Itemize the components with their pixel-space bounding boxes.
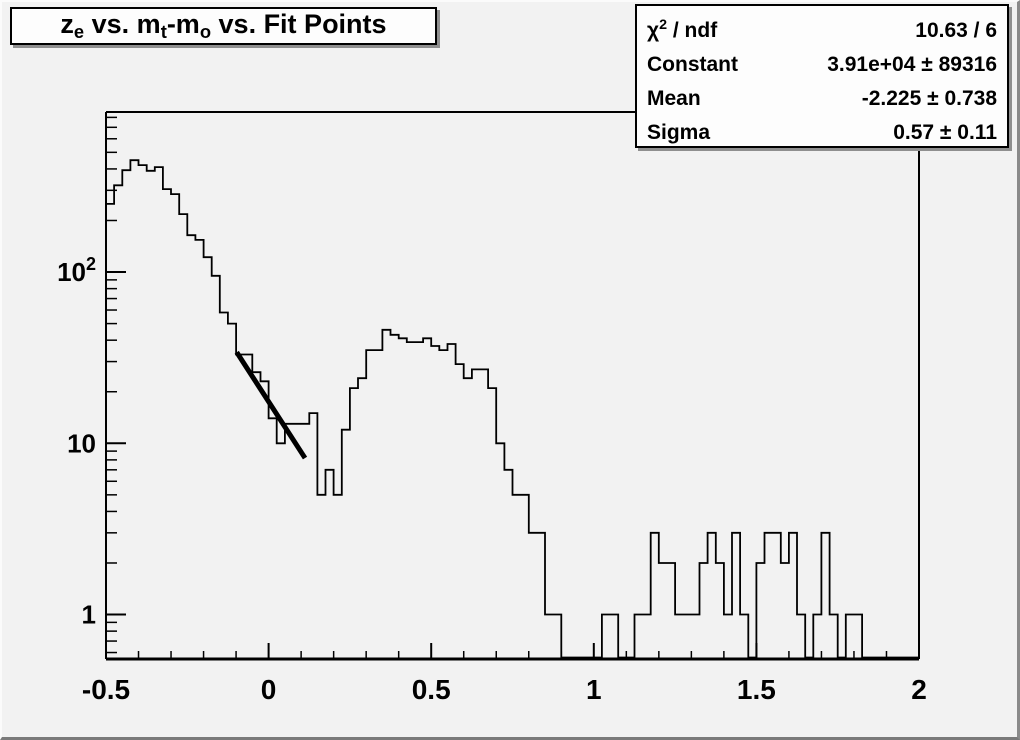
stats-row-label: Constant (647, 48, 738, 82)
stats-row: χ2 / ndf 10.63 / 6 (647, 8, 997, 48)
stats-label-text: Sigma (647, 121, 711, 144)
stats-box: χ2 / ndf 10.63 / 6 Constant 3.91e+04 ± 8931… (635, 4, 1009, 148)
x-tick-label: 2 (911, 674, 927, 705)
fit-line (234, 350, 308, 460)
x-tick-label: 0 (261, 674, 277, 705)
stats-label-text: / ndf (667, 19, 718, 42)
stats-row-label: χ2 / ndf (647, 8, 717, 48)
title-text: vs. Fit Points (211, 9, 387, 40)
y-tick-label: 10 (67, 428, 96, 458)
title-subscript: t (160, 20, 167, 42)
stats-row: Mean -2.225 ± 0.738 (647, 82, 997, 116)
title-text: -m (166, 9, 200, 40)
stats-row-value: -2.225 ± 0.738 (861, 87, 997, 110)
title-subscript: e (73, 20, 85, 42)
x-tick-label: 1 (586, 674, 602, 705)
y-tick-label: 102 (57, 254, 96, 287)
stats-row-label: Mean (647, 82, 701, 116)
x-tick-label: 1.5 (737, 674, 776, 705)
x-tick-label: -0.5 (82, 674, 130, 705)
x-tick-label: 0.5 (412, 674, 451, 705)
stats-label-text: Mean (647, 87, 701, 110)
y-tick-label: 1 (82, 600, 96, 630)
stats-label-text: χ (647, 19, 660, 42)
chart-title: ze vs. mt-mo vs. Fit Points (60, 9, 386, 43)
stats-row-value: 0.57 ± 0.11 (893, 121, 997, 144)
stats-label-text: Constant (647, 53, 738, 76)
title-subscript: o (199, 20, 212, 42)
stats-row-value: 3.91e+04 ± 89316 (827, 53, 997, 76)
stats-label-superscript: 2 (659, 17, 668, 33)
stats-row: Constant 3.91e+04 ± 89316 (647, 48, 997, 82)
histogram-step-line (106, 159, 919, 659)
stats-row: Sigma 0.57 ± 0.11 (647, 116, 997, 150)
stats-row-value: 10.63 / 6 (915, 19, 997, 42)
title-text: vs. m (84, 9, 161, 40)
title-box: ze vs. mt-mo vs. Fit Points (10, 7, 437, 45)
title-text: z (60, 9, 74, 40)
stats-row-label: Sigma (647, 116, 710, 150)
